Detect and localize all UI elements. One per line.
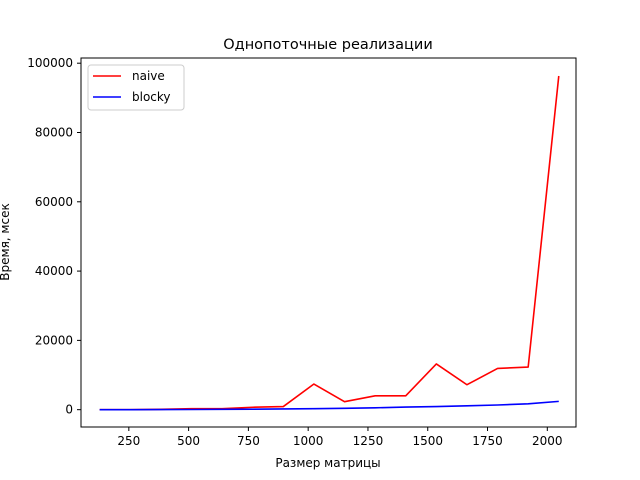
- y-axis-label: Время, мсек: [0, 203, 12, 280]
- chart-title: Однопоточные реализации: [223, 37, 433, 53]
- x-tick-label: 1750: [472, 434, 503, 448]
- x-tick-label: 250: [117, 434, 140, 448]
- x-tick-label: 750: [237, 434, 260, 448]
- legend: naive blocky: [87, 64, 185, 111]
- y-tick-label: 100000: [27, 56, 73, 70]
- y-axis: 0 20000 40000 60000 80000 100000: [27, 56, 81, 417]
- x-tick-label: 500: [177, 434, 200, 448]
- x-tick-label: 1500: [412, 434, 443, 448]
- x-tick-label: 1250: [353, 434, 384, 448]
- y-tick-label: 0: [65, 403, 73, 417]
- legend-label-blocky: blocky: [132, 90, 171, 104]
- x-tick-label: 1000: [293, 434, 324, 448]
- y-tick-label: 40000: [35, 264, 73, 278]
- series-layer: [99, 75, 560, 411]
- legend-label-naive: naive: [132, 69, 165, 83]
- x-tick-label: 2000: [532, 434, 563, 448]
- y-tick-label: 60000: [35, 195, 73, 209]
- y-tick-label: 20000: [35, 333, 73, 347]
- series-line-naive: [99, 75, 560, 411]
- x-axis-label: Размер матрицы: [275, 456, 380, 470]
- series-line-blocky: [99, 400, 559, 411]
- x-axis: 250 500 750 1000 1250 1500 1750 2000: [117, 427, 563, 448]
- plot-frame: [80, 57, 577, 428]
- y-tick-label: 80000: [35, 125, 73, 139]
